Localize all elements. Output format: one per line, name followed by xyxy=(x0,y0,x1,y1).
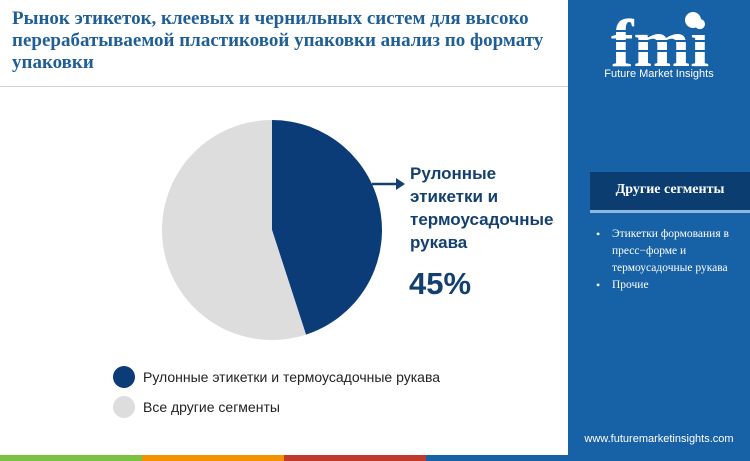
pie-chart xyxy=(161,120,382,340)
other-segments-list: Этикетки формования в пресс−форме и терм… xyxy=(596,226,738,294)
segments-divider xyxy=(590,210,750,213)
chart-legend: Рулонные этикетки и термоусадочные рукав… xyxy=(113,366,440,426)
segment-item: Прочие xyxy=(596,277,738,294)
sidebar: fmi Future Market Insights Другие сегмен… xyxy=(568,0,750,461)
logo-subtitle: Future Market Insights xyxy=(604,68,714,80)
fmi-logo: fmi xyxy=(607,10,713,81)
pie-slice-roll-labels xyxy=(272,120,382,335)
bottom-bar-green xyxy=(0,455,142,461)
legend-swatch xyxy=(113,366,135,388)
callout-value: 45% xyxy=(409,266,472,301)
legend-label: Все другие сегменты xyxy=(143,399,280,415)
page-title: Рынок этикеток, клеевых и чернильных сис… xyxy=(12,8,544,73)
legend-label: Рулонные этикетки и термоусадочные рукав… xyxy=(143,369,441,385)
callout-label: Рулонные этикетки и термоусадочные рукав… xyxy=(410,164,554,252)
title-divider xyxy=(0,86,568,87)
legend-item-other-segments: Все другие сегменты xyxy=(113,396,440,418)
bottom-bar-red xyxy=(284,455,426,461)
legend-item-roll-labels: Рулонные этикетки и термоусадочные рукав… xyxy=(113,366,440,388)
other-segments-header: Другие сегменты xyxy=(590,172,750,210)
legend-swatch xyxy=(113,396,135,418)
bottom-bar-blue xyxy=(426,455,568,461)
bottom-color-bar xyxy=(0,455,568,461)
bottom-bar-orange xyxy=(142,455,284,461)
other-segments-title: Другие сегменты xyxy=(615,182,725,197)
globe-icon xyxy=(685,12,701,28)
segment-item: Этикетки формования в пресс−форме и терм… xyxy=(596,226,738,277)
website-url: www.futuremarketinsights.com xyxy=(584,433,734,445)
pie-slice-other-segments xyxy=(161,120,306,340)
callout-arrow-icon xyxy=(372,178,405,190)
